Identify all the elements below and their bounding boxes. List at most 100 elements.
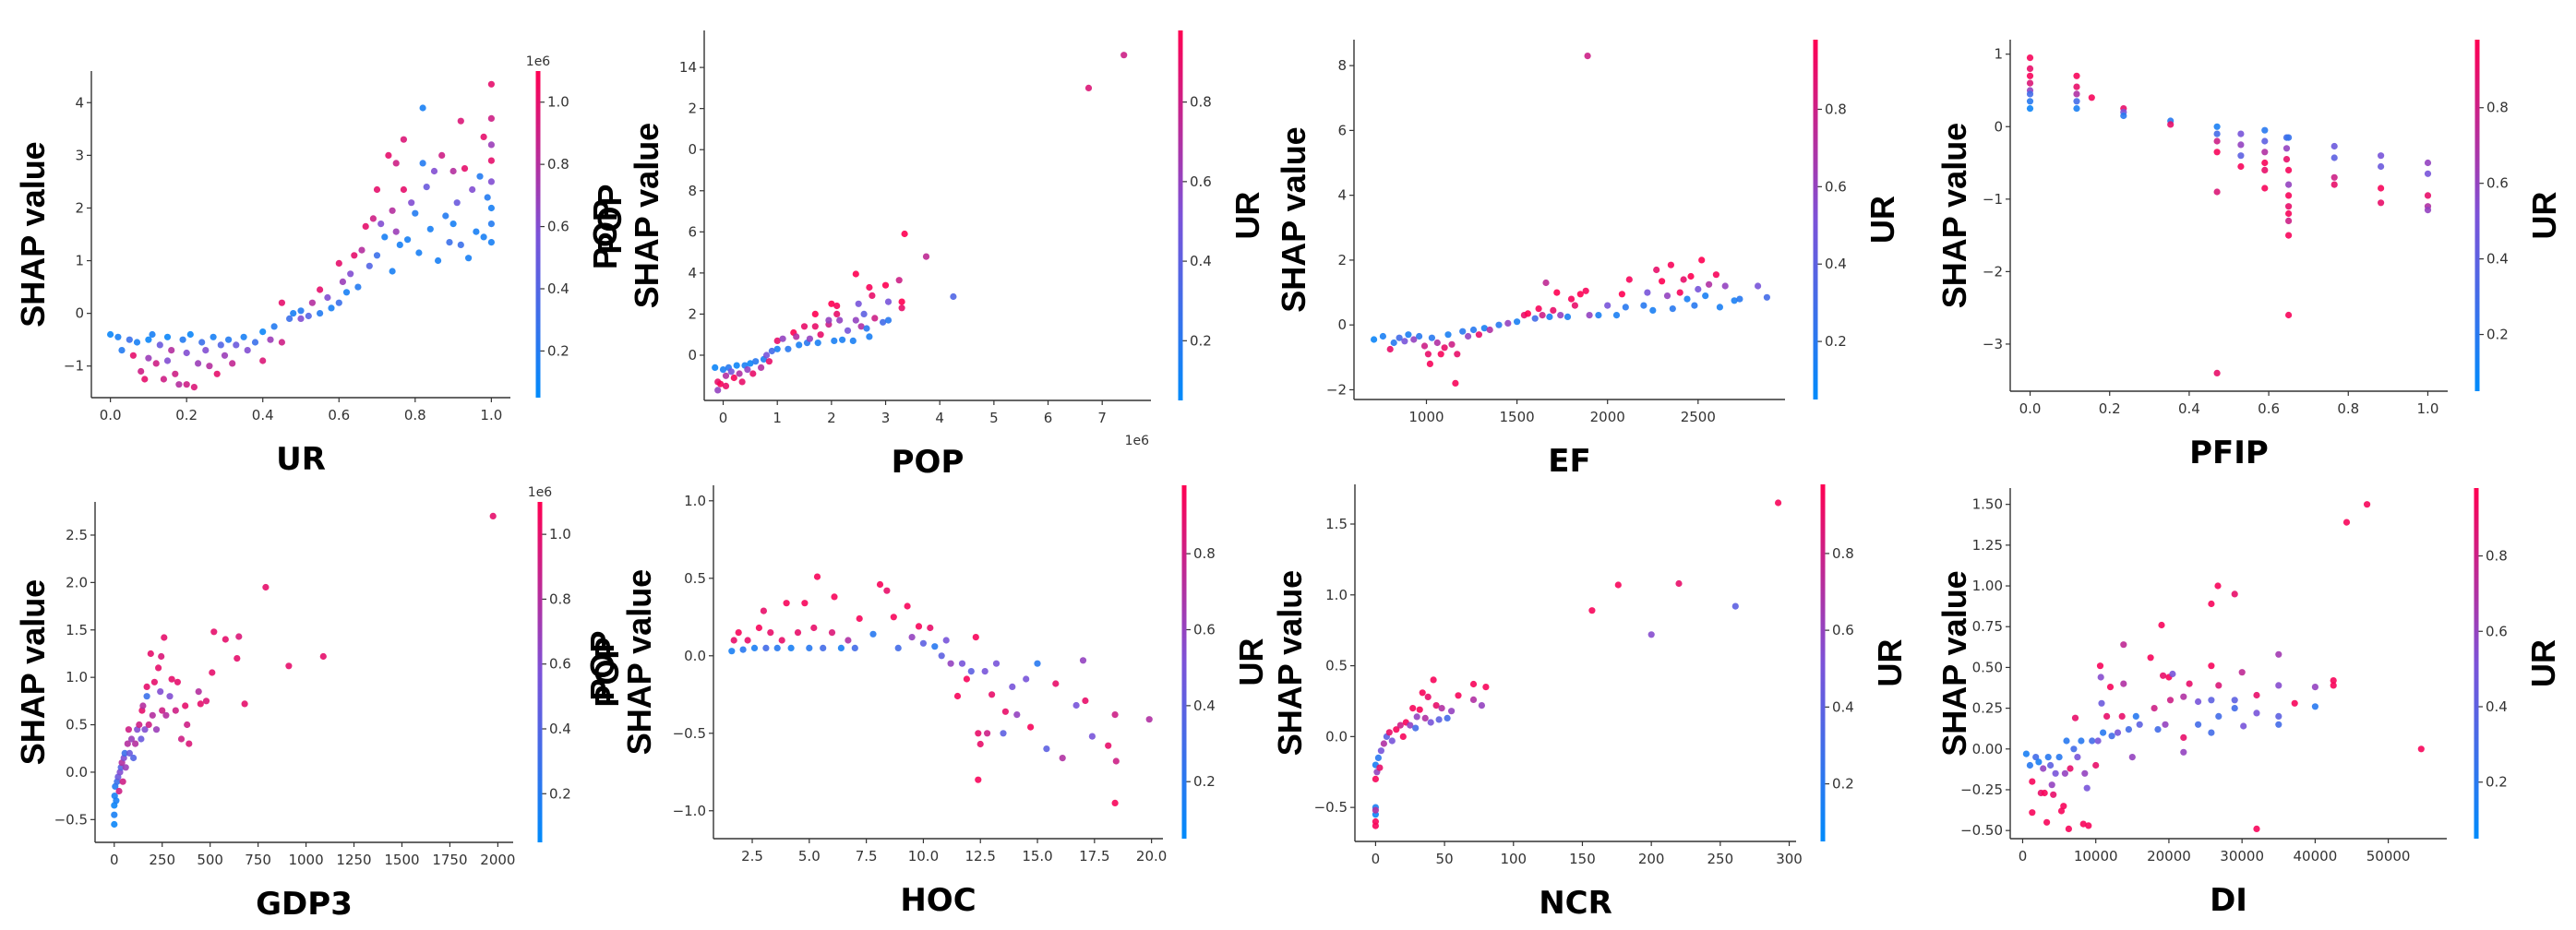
- data-point: [2125, 726, 2132, 733]
- y-tick-label: 0.5: [684, 570, 706, 587]
- data-point: [2285, 217, 2293, 224]
- data-point: [2022, 750, 2030, 757]
- x-tick-label: 250: [1707, 851, 1734, 867]
- data-point: [1539, 312, 1546, 319]
- data-point: [1482, 684, 1490, 691]
- data-point: [1478, 702, 1485, 709]
- colorbar-tick-label: 0.4: [1190, 253, 1212, 269]
- colorbar-tick-label: 0.2: [549, 785, 571, 802]
- data-point: [2213, 149, 2221, 156]
- data-point: [2215, 712, 2223, 721]
- x-tick-label: 50: [1436, 851, 1454, 867]
- data-point: [2208, 662, 2215, 670]
- data-point: [183, 381, 190, 388]
- x-tick-label: 150: [1569, 851, 1596, 867]
- data-point: [119, 778, 126, 785]
- data-point: [1524, 310, 1531, 317]
- scatter-points: [1371, 53, 1770, 387]
- data-point: [2213, 188, 2221, 196]
- data-point: [1407, 721, 1414, 729]
- x-axis-label: GDP3: [256, 886, 353, 923]
- data-point: [1444, 331, 1452, 339]
- data-point: [130, 754, 138, 762]
- data-point: [270, 323, 278, 330]
- data-point: [489, 512, 497, 520]
- data-point: [1663, 292, 1671, 300]
- data-point: [793, 333, 800, 340]
- data-point: [365, 262, 373, 269]
- data-point: [1082, 697, 1089, 705]
- data-point: [890, 614, 897, 621]
- data-point: [138, 367, 145, 376]
- scatter-points: [712, 52, 1128, 394]
- data-point: [2067, 765, 2074, 772]
- data-point: [358, 246, 365, 254]
- colorbar-label: POP: [588, 637, 626, 707]
- data-point: [2094, 737, 2102, 745]
- data-point: [1424, 351, 1432, 358]
- y-tick-label: 0.25: [1972, 700, 2003, 717]
- data-point: [2044, 754, 2052, 761]
- data-point: [392, 228, 400, 235]
- data-point: [755, 624, 763, 632]
- data-point: [2330, 682, 2337, 689]
- data-point: [172, 707, 179, 714]
- data-point: [290, 310, 297, 317]
- y-tick-label: 1.00: [1972, 578, 2003, 594]
- y-tick-label: 1.0: [66, 669, 88, 686]
- colorbar-tick-label: 0.4: [547, 280, 569, 297]
- colorbar-tick-label: 1.0: [547, 94, 569, 111]
- data-point: [2052, 769, 2059, 777]
- data-point: [210, 333, 217, 340]
- data-point: [2029, 809, 2036, 817]
- colorbar-tick-label: 0.8: [1832, 545, 1854, 562]
- data-point: [2120, 641, 2127, 649]
- data-point: [728, 648, 736, 655]
- colorbar-gradient: [1178, 30, 1183, 400]
- colorbar-tick-label: 0.8: [1190, 94, 1212, 111]
- data-point: [915, 623, 923, 630]
- y-tick-label: 4: [1337, 187, 1347, 204]
- data-point: [1535, 305, 1542, 313]
- data-point: [305, 312, 312, 320]
- x-tick-label: 100: [1500, 851, 1527, 867]
- data-point: [225, 336, 233, 343]
- data-point: [2106, 684, 2115, 691]
- data-point: [206, 363, 213, 370]
- data-point: [1584, 53, 1591, 60]
- data-point: [2213, 369, 2221, 376]
- data-point: [1514, 318, 1521, 326]
- colorbar-gradient: [1181, 485, 1187, 839]
- data-point: [845, 637, 852, 644]
- x-tick-label: 12.5: [965, 848, 996, 864]
- panel-ur: 0.0 0.2 0.4 0.6 0.8 1.0 −1 0 1 2 3 4 UR SHAP value 0.2…: [14, 54, 624, 478]
- data-point: [744, 637, 751, 644]
- data-point: [484, 194, 491, 201]
- data-point: [234, 655, 241, 662]
- data-point: [2275, 650, 2282, 658]
- data-point: [1034, 660, 1041, 667]
- data-point: [1550, 306, 1557, 314]
- data-point: [1145, 716, 1153, 723]
- data-point: [1379, 332, 1386, 340]
- data-point: [719, 366, 727, 374]
- y-tick-label: 0: [1994, 118, 2003, 135]
- data-point: [278, 339, 285, 346]
- data-point: [976, 740, 984, 748]
- data-point: [1072, 701, 1080, 709]
- data-point: [158, 652, 165, 661]
- data-point: [2071, 714, 2079, 721]
- data-point: [1553, 289, 1561, 296]
- colorbar: 0.2 0.4 0.6 0.8 1.0 1e6 POP: [528, 485, 626, 842]
- data-point: [430, 167, 438, 175]
- data-point: [122, 764, 129, 771]
- data-point: [1763, 293, 1770, 301]
- data-point: [1372, 817, 1379, 826]
- data-point: [1027, 723, 1035, 731]
- data-point: [2166, 697, 2175, 704]
- x-tick-label: 0: [1372, 851, 1381, 867]
- data-point: [1676, 289, 1683, 296]
- data-point: [2195, 721, 2202, 728]
- x-tick-label: 7: [1097, 410, 1107, 426]
- data-point: [778, 637, 785, 644]
